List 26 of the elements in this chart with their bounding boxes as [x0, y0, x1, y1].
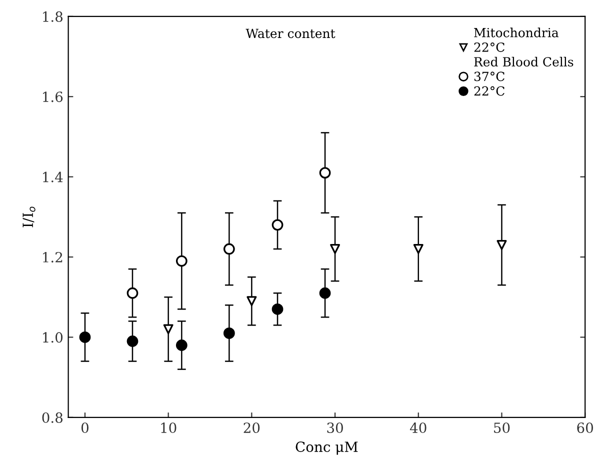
x-tick-label: 60	[577, 422, 594, 434]
point	[413, 244, 424, 254]
y-axis-title: I/I$_{o}$	[22, 206, 36, 228]
x-tick-label: 30	[327, 422, 343, 434]
point	[496, 240, 507, 250]
annotation: Water content	[246, 28, 336, 38]
y-tick-label: 1.4	[43, 172, 63, 182]
x-tick-label: 40	[410, 422, 426, 434]
x-tick-label: 50	[494, 422, 510, 434]
x-tick-label: 10	[161, 422, 176, 434]
annotation: Red Blood Cells	[474, 56, 574, 67]
x-tick-label: 20	[244, 422, 260, 434]
x-axis-title: Conc μM	[296, 442, 358, 455]
point	[246, 296, 257, 306]
annotation: Mitochondria	[474, 28, 559, 38]
legend-label: 37°C	[474, 72, 504, 82]
x-tick-label: 0	[81, 422, 88, 434]
y-tick-label: 1.8	[43, 11, 63, 22]
y-tick-label: 0.8	[42, 412, 63, 423]
y-tick-label: 1.0	[43, 332, 63, 343]
legend-label: 22°C	[474, 86, 504, 96]
point	[163, 324, 174, 334]
y-tick-label: 1.6	[43, 92, 63, 102]
point	[330, 244, 340, 254]
legend-label: 22°C	[474, 42, 504, 52]
y-tick-label: 1.2	[43, 252, 62, 262]
